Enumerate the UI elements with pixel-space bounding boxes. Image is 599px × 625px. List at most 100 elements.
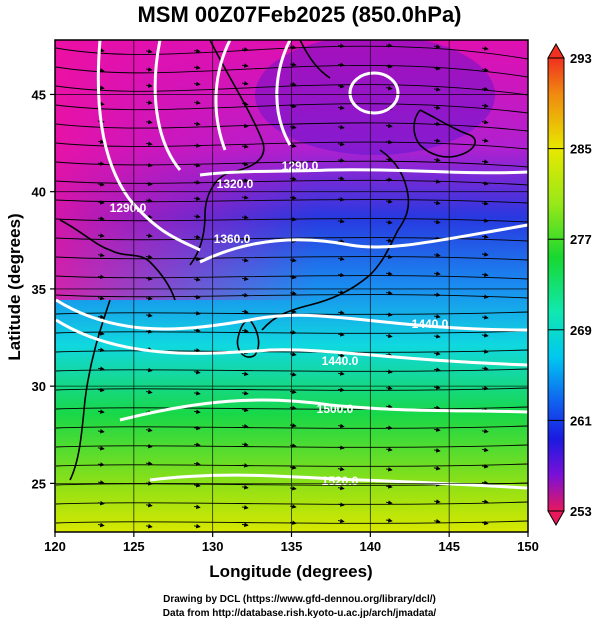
wind-arrow [289, 372, 297, 377]
wind-arrow [145, 329, 153, 334]
streamline [55, 520, 528, 524]
contour-line-9 [214, 40, 232, 151]
wind-arrow [337, 105, 345, 110]
lat-lon-grid [55, 40, 528, 532]
wind-arrow [97, 446, 105, 451]
wind-arrow [385, 64, 393, 69]
contour-label: 1440.0 [412, 317, 449, 331]
contour-label: 1290.0 [110, 201, 147, 215]
wind-arrow [385, 238, 393, 243]
wind-arrow [289, 405, 297, 411]
y-tick-label: 35 [32, 282, 46, 297]
wind-arrow [289, 257, 297, 263]
wind-arrow [481, 333, 489, 338]
wind-arrow [193, 214, 201, 219]
wind-arrow [145, 162, 153, 168]
wind-arrow [337, 239, 345, 244]
wind-arrow [289, 82, 297, 87]
wind-arrow [241, 407, 249, 413]
wind-arrow [481, 499, 489, 504]
contour-line-2 [55, 318, 528, 367]
wind-arrow [337, 272, 345, 278]
wind-arrow [433, 179, 441, 184]
wind-arrow [385, 404, 393, 409]
wind-arrow [481, 385, 489, 391]
wind-arrow [337, 466, 345, 472]
wind-arrow [385, 220, 393, 225]
wind-arrow [385, 333, 393, 339]
wind-arrow [241, 47, 249, 52]
wind-arrow [241, 522, 249, 527]
wind-arrow [97, 200, 105, 205]
wind-arrow [337, 62, 345, 67]
wind-arrow [481, 201, 489, 206]
wind-arrow [193, 81, 201, 87]
wind-arrow [241, 463, 249, 468]
x-tick-label: 150 [517, 539, 539, 554]
wind-arrow [289, 465, 297, 470]
map-title: MSM 00Z07Feb2025 (850.0hPa) [137, 2, 462, 27]
wind-arrow [145, 233, 153, 238]
wind-arrow [337, 158, 345, 163]
wind-arrow [481, 520, 489, 526]
wind-arrow [433, 105, 441, 110]
wind-arrow [97, 139, 105, 144]
wind-arrow [193, 348, 201, 353]
wind-arrow [193, 180, 201, 185]
wind-arrow [385, 139, 393, 145]
wind-arrow [241, 63, 249, 68]
wind-arrow [481, 234, 489, 239]
contour-line-8 [153, 40, 182, 171]
contour-line-7 [96, 40, 201, 252]
wind-arrow [241, 423, 249, 429]
wind-arrow [145, 198, 153, 203]
wind-arrow [145, 524, 153, 529]
wind-arrow [193, 100, 201, 105]
wind-arrow [385, 385, 393, 391]
streamline [55, 311, 528, 315]
streamline [55, 425, 528, 429]
wind-arrow [337, 485, 345, 491]
wind-arrow [433, 138, 441, 143]
contour-line-5 [199, 223, 528, 264]
wind-arrow [193, 163, 201, 168]
streamline [55, 256, 528, 261]
wind-arrow [241, 81, 249, 86]
wind-arrow [481, 159, 489, 164]
wind-arrow [385, 518, 393, 523]
wind-arrow [289, 62, 297, 67]
wind-arrow [241, 161, 249, 167]
streamline [55, 368, 528, 372]
streamline [55, 501, 528, 505]
wind-arrow [481, 252, 489, 257]
wind-arrow [433, 121, 441, 127]
wind-arrow [97, 216, 105, 221]
wind-arrow [289, 330, 297, 335]
wind-arrow [289, 195, 297, 200]
wind-arrow [145, 461, 153, 466]
wind-arrow [337, 423, 345, 429]
wind-arrow [193, 425, 201, 431]
wind-arrow [145, 119, 153, 125]
wind-arrow [289, 143, 297, 148]
wind-arrow [385, 467, 393, 472]
wind-arrow [433, 351, 441, 356]
wind-arrow [433, 314, 441, 319]
wind-arrow [145, 296, 153, 301]
wind-arrow [193, 483, 201, 488]
wind-arrow [289, 103, 297, 109]
colorbar-bar [547, 57, 565, 512]
wind-arrow [289, 216, 297, 222]
y-axis-label: Latitude (degrees) [5, 213, 24, 360]
low-pressure-cold-core [255, 40, 495, 155]
wind-arrow [145, 313, 153, 318]
wind-arrow [433, 200, 441, 206]
wind-arrow [433, 66, 441, 71]
streamline [55, 463, 528, 467]
wind-arrow [193, 461, 201, 467]
wind-arrow [145, 141, 153, 146]
streamline [55, 330, 528, 334]
streamline [55, 84, 528, 96]
contour-line-10 [275, 40, 292, 146]
wind-arrow [433, 252, 441, 258]
